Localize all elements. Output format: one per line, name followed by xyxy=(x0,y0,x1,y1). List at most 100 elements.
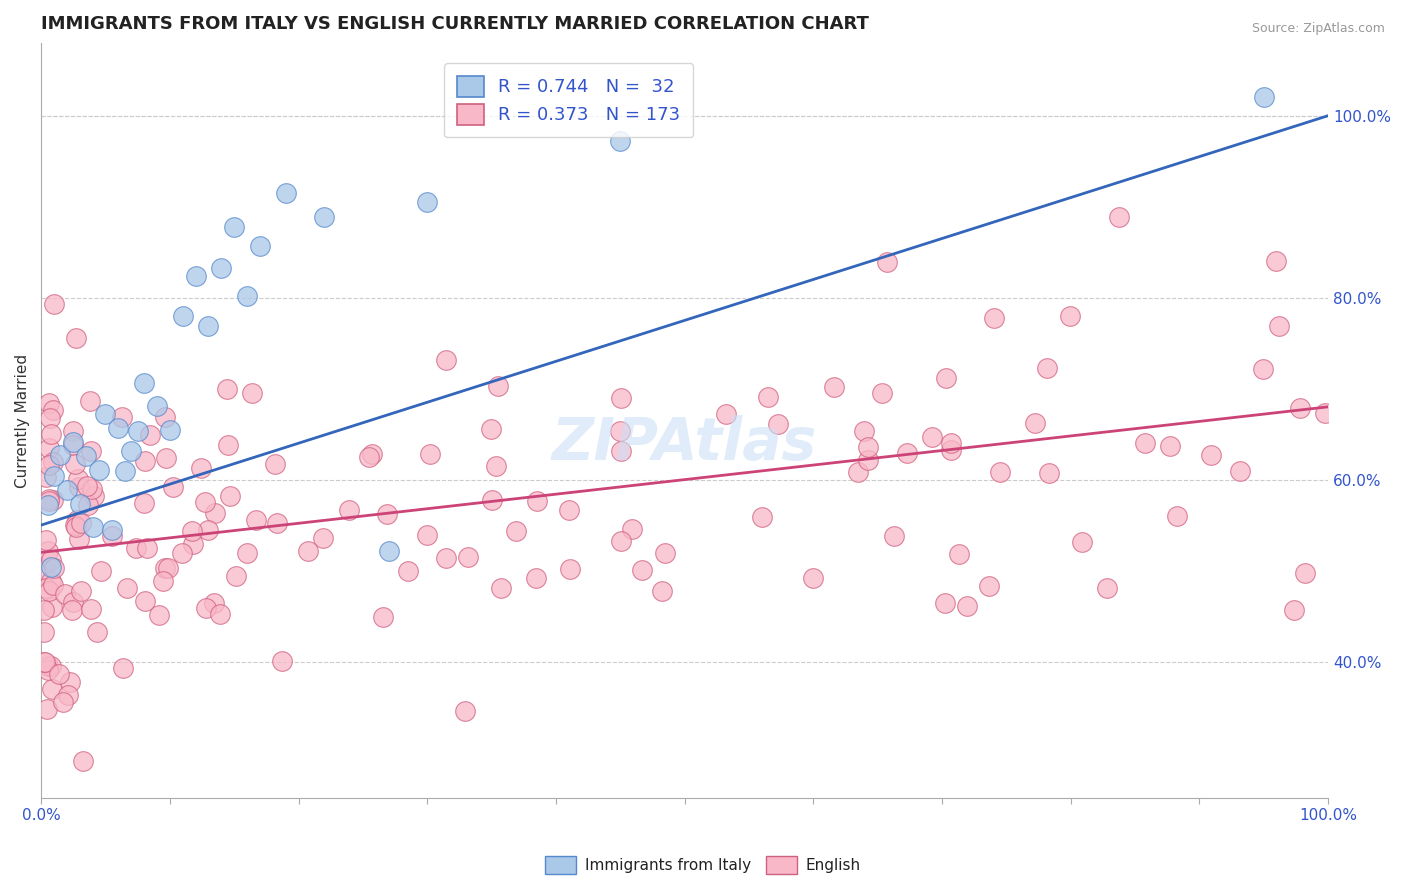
Point xyxy=(132,376,155,391)
Point xyxy=(1199,448,1222,462)
Point xyxy=(1294,566,1316,580)
Point xyxy=(152,574,174,588)
Point xyxy=(94,407,117,421)
Point xyxy=(49,448,72,462)
Point xyxy=(87,463,110,477)
Point xyxy=(65,518,87,533)
Point xyxy=(37,493,59,508)
Point xyxy=(125,541,148,555)
Point xyxy=(416,528,439,542)
Point xyxy=(1133,435,1156,450)
Point xyxy=(153,410,176,425)
Text: Source: ZipAtlas.com: Source: ZipAtlas.com xyxy=(1251,22,1385,36)
Point xyxy=(766,417,789,432)
Point xyxy=(1108,210,1130,224)
Point xyxy=(1315,406,1337,420)
Point xyxy=(1229,464,1251,478)
Point xyxy=(935,370,957,384)
Point xyxy=(801,572,824,586)
Point xyxy=(204,506,226,520)
Point xyxy=(67,480,90,494)
Point xyxy=(35,702,58,716)
Point xyxy=(468,816,491,830)
Point xyxy=(939,443,962,458)
Point xyxy=(716,407,738,421)
Point xyxy=(266,516,288,530)
Point xyxy=(34,563,56,577)
Point xyxy=(479,421,502,435)
Point xyxy=(42,455,65,469)
Point xyxy=(184,268,207,283)
Point xyxy=(197,523,219,537)
Point xyxy=(1268,318,1291,333)
Point xyxy=(65,458,87,472)
Point xyxy=(156,560,179,574)
Point xyxy=(218,489,240,503)
Point xyxy=(83,489,105,503)
Point xyxy=(41,560,63,574)
Point xyxy=(39,659,62,673)
Point xyxy=(1036,360,1059,375)
Point xyxy=(62,595,84,609)
Point xyxy=(34,655,56,669)
Point xyxy=(852,424,875,438)
Point xyxy=(856,440,879,454)
Point xyxy=(67,532,90,546)
Point xyxy=(236,546,259,560)
Point xyxy=(194,494,217,508)
Point xyxy=(52,694,75,708)
Point xyxy=(1166,508,1188,523)
Point xyxy=(1288,401,1310,416)
Text: IMMIGRANTS FROM ITALY VS ENGLISH CURRENTLY MARRIED CORRELATION CHART: IMMIGRANTS FROM ITALY VS ENGLISH CURRENT… xyxy=(41,15,869,33)
Point xyxy=(134,594,156,608)
Point xyxy=(264,457,287,471)
Point xyxy=(1159,439,1181,453)
Point xyxy=(526,494,548,508)
Point xyxy=(416,195,439,210)
Point xyxy=(66,472,89,486)
Point xyxy=(159,423,181,437)
Point xyxy=(359,450,381,464)
Point xyxy=(62,438,84,452)
Point xyxy=(86,625,108,640)
Point xyxy=(209,260,232,275)
Point xyxy=(249,239,271,253)
Point xyxy=(337,503,360,517)
Point xyxy=(419,447,441,461)
Point xyxy=(314,210,336,224)
Legend: R = 0.744   N =  32, R = 0.373   N = 173: R = 0.744 N = 32, R = 0.373 N = 173 xyxy=(444,63,693,137)
Point xyxy=(1253,90,1275,104)
Point xyxy=(610,444,633,458)
Point xyxy=(34,602,56,616)
Point xyxy=(983,311,1005,326)
Point xyxy=(1059,309,1081,323)
Point xyxy=(127,424,149,438)
Point xyxy=(72,754,94,768)
Point xyxy=(872,386,894,401)
Point xyxy=(190,460,212,475)
Point xyxy=(82,482,104,496)
Point xyxy=(375,508,398,522)
Point xyxy=(236,289,259,303)
Point xyxy=(42,561,65,575)
Point xyxy=(62,425,84,439)
Point xyxy=(41,427,63,442)
Point xyxy=(35,533,58,547)
Point xyxy=(197,319,219,334)
Point xyxy=(53,587,76,601)
Point xyxy=(1024,416,1046,430)
Point xyxy=(114,464,136,478)
Point xyxy=(856,453,879,467)
Point xyxy=(115,581,138,595)
Point xyxy=(136,541,159,555)
Point xyxy=(101,529,124,543)
Point xyxy=(377,544,399,558)
Point xyxy=(120,444,142,458)
Point xyxy=(883,529,905,543)
Point xyxy=(654,546,676,560)
Y-axis label: Currently Married: Currently Married xyxy=(15,353,30,488)
Point xyxy=(1251,362,1274,376)
Point xyxy=(82,520,104,534)
Point xyxy=(62,435,84,450)
Point xyxy=(756,390,779,404)
